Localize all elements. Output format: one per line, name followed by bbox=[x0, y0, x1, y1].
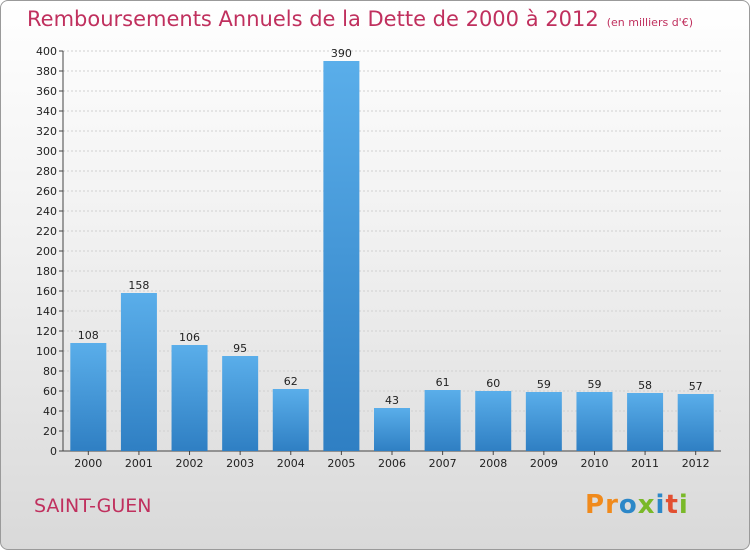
x-tick-label: 2009 bbox=[530, 457, 558, 470]
y-tick-label: 20 bbox=[43, 425, 57, 438]
bar-2000 bbox=[70, 343, 107, 451]
x-tick-label: 2006 bbox=[378, 457, 406, 470]
bar-value-label: 59 bbox=[537, 378, 551, 391]
bar-2009 bbox=[525, 392, 562, 451]
bar-2005 bbox=[323, 61, 360, 451]
x-tick-label: 2010 bbox=[580, 457, 608, 470]
bar-2006 bbox=[374, 408, 410, 451]
logo-letter: r bbox=[605, 490, 619, 520]
bar-2011 bbox=[627, 393, 664, 451]
bar-value-label: 62 bbox=[284, 375, 298, 388]
y-tick-label: 100 bbox=[36, 345, 57, 358]
x-tick-label: 2011 bbox=[631, 457, 659, 470]
logo-letter: x bbox=[637, 490, 656, 520]
y-tick-label: 400 bbox=[36, 45, 57, 58]
x-tick-label: 2003 bbox=[226, 457, 254, 470]
bar-2010 bbox=[576, 392, 613, 451]
logo-letter: t bbox=[665, 490, 679, 520]
bar-2012 bbox=[677, 394, 714, 451]
gridlines bbox=[63, 50, 721, 452]
logo-letter: o bbox=[618, 490, 638, 520]
y-tick-label: 380 bbox=[36, 65, 57, 78]
y-tick-label: 320 bbox=[36, 125, 57, 138]
bar-value-label: 43 bbox=[385, 394, 399, 407]
bars: 108 158 106 95 62 390 43 61 60 59 59 58 57 bbox=[70, 47, 714, 451]
y-tick-label: 220 bbox=[36, 225, 57, 238]
bar-value-label: 108 bbox=[78, 329, 99, 342]
chart-title: Remboursements Annuels de la Dette de 20… bbox=[27, 7, 693, 31]
y-tick-label: 340 bbox=[36, 105, 57, 118]
x-tick-label: 2000 bbox=[74, 457, 102, 470]
y-tick-label: 140 bbox=[36, 305, 57, 318]
y-tick-label: 60 bbox=[43, 385, 57, 398]
x-tick-label: 2012 bbox=[682, 457, 710, 470]
y-tick-label: 180 bbox=[36, 265, 57, 278]
bar-2008 bbox=[475, 391, 512, 451]
bar-2007 bbox=[424, 390, 461, 451]
x-tick-label: 2002 bbox=[176, 457, 204, 470]
logo-letter: i bbox=[678, 490, 689, 520]
y-tick-label: 240 bbox=[36, 205, 57, 218]
bar-value-label: 57 bbox=[689, 380, 703, 393]
bar-2002 bbox=[171, 345, 208, 451]
bar-value-label: 60 bbox=[486, 377, 500, 390]
y-tick-label: 280 bbox=[36, 165, 57, 178]
x-tick-label: 2007 bbox=[429, 457, 457, 470]
logo-letter: P bbox=[585, 490, 606, 520]
y-tick-label: 120 bbox=[36, 325, 57, 338]
commune-name: SAINT-GUEN bbox=[34, 495, 152, 517]
y-tick-label: 80 bbox=[43, 365, 57, 378]
bar-value-label: 158 bbox=[128, 279, 149, 292]
bar-value-label: 59 bbox=[587, 378, 601, 391]
bar-2001 bbox=[120, 293, 157, 451]
bar-value-label: 106 bbox=[179, 331, 200, 344]
logo-letter: i bbox=[655, 490, 666, 520]
proxiti-logo[interactable]: Proxiti bbox=[585, 490, 689, 520]
y-tick-label: 160 bbox=[36, 285, 57, 298]
chart-title-text: Remboursements Annuels de la Dette de 20… bbox=[27, 7, 599, 31]
y-tick-label: 360 bbox=[36, 85, 57, 98]
bar-value-label: 58 bbox=[638, 379, 652, 392]
bar-value-label: 61 bbox=[436, 376, 450, 389]
x-tick-label: 2004 bbox=[277, 457, 305, 470]
bar-value-label: 390 bbox=[331, 47, 352, 60]
y-tick-label: 300 bbox=[36, 145, 57, 158]
y-tick-label: 260 bbox=[36, 185, 57, 198]
x-tick-label: 2001 bbox=[125, 457, 153, 470]
axes: 0 20 40 60 80 100 120 140 160 180 200 220 240 260 280 3… bbox=[36, 45, 721, 470]
chart-unit: (en milliers d'€) bbox=[606, 16, 693, 29]
bar-2004 bbox=[272, 389, 309, 451]
x-tick-label: 2005 bbox=[327, 457, 355, 470]
bar-2003 bbox=[222, 356, 259, 451]
y-tick-label: 200 bbox=[36, 245, 57, 258]
y-tick-label: 0 bbox=[50, 445, 57, 458]
y-tick-label: 40 bbox=[43, 405, 57, 418]
x-tick-label: 2008 bbox=[479, 457, 507, 470]
bar-value-label: 95 bbox=[233, 342, 247, 355]
